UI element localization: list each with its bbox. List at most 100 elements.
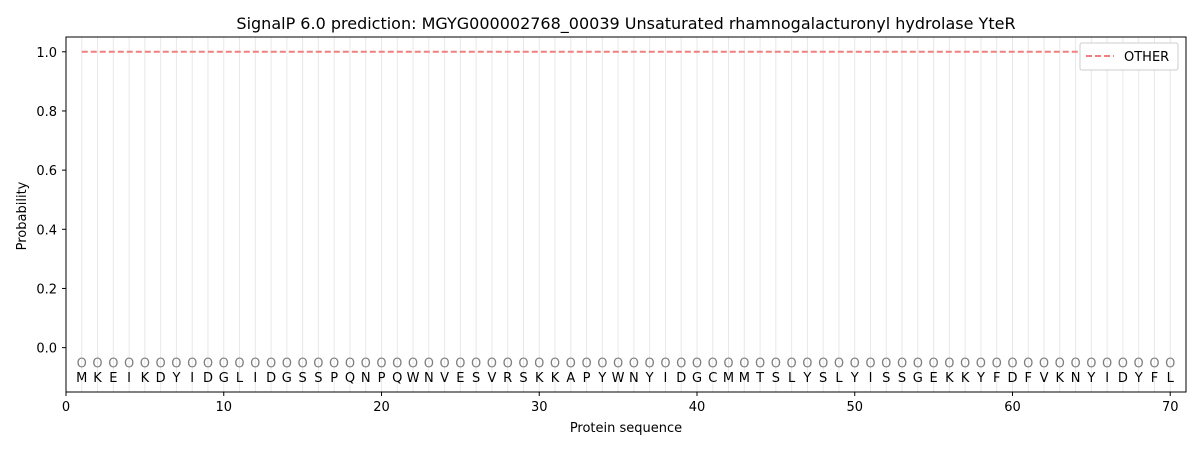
region-marker: O bbox=[534, 356, 544, 371]
residue-label: D bbox=[1007, 371, 1017, 386]
residue-label: S bbox=[772, 371, 780, 386]
region-marker: O bbox=[676, 356, 686, 371]
residue-label: K bbox=[1056, 371, 1065, 386]
x-tick-label: 10 bbox=[215, 400, 232, 415]
residue-label: Y bbox=[802, 371, 811, 386]
x-tick-label: 70 bbox=[1162, 400, 1179, 415]
residue-label: P bbox=[330, 371, 338, 386]
residue-label: I bbox=[253, 371, 257, 386]
legend-box bbox=[1079, 42, 1179, 71]
residue-label: M bbox=[723, 371, 734, 386]
region-marker: O bbox=[566, 356, 576, 371]
residue-label: P bbox=[378, 371, 386, 386]
residue-label: F bbox=[1151, 371, 1158, 386]
region-marker: O bbox=[944, 356, 954, 371]
region-marker: O bbox=[140, 356, 150, 371]
residue-label: E bbox=[929, 371, 937, 386]
x-axis-label: Protein sequence bbox=[570, 421, 682, 436]
residue-label: S bbox=[298, 371, 306, 386]
residue-label: Y bbox=[850, 371, 859, 386]
region-marker: O bbox=[282, 356, 292, 371]
region-marker: O bbox=[613, 356, 623, 371]
residue-label: V bbox=[487, 371, 496, 386]
y-tick-label: 0.2 bbox=[36, 282, 57, 297]
region-marker: O bbox=[1007, 356, 1017, 371]
residue-label: V bbox=[440, 371, 449, 386]
residue-label: F bbox=[1025, 371, 1032, 386]
region-marker: O bbox=[976, 356, 986, 371]
region-marker: O bbox=[581, 356, 591, 371]
region-marker: O bbox=[439, 356, 449, 371]
region-marker: O bbox=[1102, 356, 1112, 371]
x-tick-label: 50 bbox=[846, 400, 863, 415]
region-marker: O bbox=[361, 356, 371, 371]
residue-label: D bbox=[156, 371, 166, 386]
residue-label: I bbox=[1105, 371, 1109, 386]
x-tick-label: 30 bbox=[531, 400, 548, 415]
residue-label: D bbox=[266, 371, 276, 386]
residue-label: W bbox=[407, 371, 420, 386]
residue-label: E bbox=[456, 371, 464, 386]
region-marker: O bbox=[234, 356, 244, 371]
residue-label: Y bbox=[976, 371, 985, 386]
region-marker: O bbox=[187, 356, 197, 371]
region-marker: O bbox=[518, 356, 528, 371]
residue-label: Y bbox=[1134, 371, 1143, 386]
region-marker: O bbox=[1134, 356, 1144, 371]
region-marker: O bbox=[250, 356, 260, 371]
region-marker: O bbox=[376, 356, 386, 371]
region-marker: O bbox=[1149, 356, 1159, 371]
residue-label: K bbox=[141, 371, 150, 386]
residue-label: N bbox=[424, 371, 434, 386]
residue-label: G bbox=[282, 371, 292, 386]
legend-label-other: OTHER bbox=[1124, 50, 1169, 65]
region-marker: O bbox=[345, 356, 355, 371]
y-tick-label: 0.4 bbox=[36, 223, 57, 238]
region-marker: O bbox=[928, 356, 938, 371]
region-marker: O bbox=[723, 356, 733, 371]
residue-label: N bbox=[361, 371, 371, 386]
region-marker: O bbox=[818, 356, 828, 371]
region-marker: O bbox=[203, 356, 213, 371]
residue-label: T bbox=[755, 371, 764, 386]
residue-label: K bbox=[535, 371, 544, 386]
residue-label: G bbox=[692, 371, 702, 386]
residue-label: S bbox=[314, 371, 322, 386]
residue-label: S bbox=[519, 371, 527, 386]
residue-label: V bbox=[1040, 371, 1049, 386]
residue-label: C bbox=[708, 371, 717, 386]
region-marker: O bbox=[1118, 356, 1128, 371]
residue-label: K bbox=[551, 371, 560, 386]
region-marker: O bbox=[266, 356, 276, 371]
region-marker: O bbox=[771, 356, 781, 371]
region-marker: O bbox=[881, 356, 891, 371]
region-marker: O bbox=[787, 356, 797, 371]
residue-label: M bbox=[739, 371, 750, 386]
region-marker: O bbox=[834, 356, 844, 371]
region-marker: O bbox=[92, 356, 102, 371]
residue-label: Y bbox=[597, 371, 606, 386]
region-marker: O bbox=[1039, 356, 1049, 371]
x-tick-label: 0 bbox=[62, 400, 70, 415]
region-marker: O bbox=[550, 356, 560, 371]
region-marker: O bbox=[960, 356, 970, 371]
residue-label: Y bbox=[171, 371, 180, 386]
residue-label: G bbox=[219, 371, 229, 386]
residue-label: L bbox=[788, 371, 796, 386]
residue-label: D bbox=[1118, 371, 1128, 386]
residue-label: L bbox=[236, 371, 244, 386]
residue-label: L bbox=[1167, 371, 1175, 386]
region-marker: O bbox=[850, 356, 860, 371]
residue-label: K bbox=[945, 371, 954, 386]
residue-label: A bbox=[566, 371, 575, 386]
residue-label: L bbox=[835, 371, 843, 386]
residue-label: D bbox=[203, 371, 213, 386]
region-marker: O bbox=[108, 356, 118, 371]
grid-layer bbox=[81, 37, 1171, 392]
region-marker: O bbox=[755, 356, 765, 371]
region-marker: O bbox=[865, 356, 875, 371]
x-tick-label: 60 bbox=[1004, 400, 1021, 415]
